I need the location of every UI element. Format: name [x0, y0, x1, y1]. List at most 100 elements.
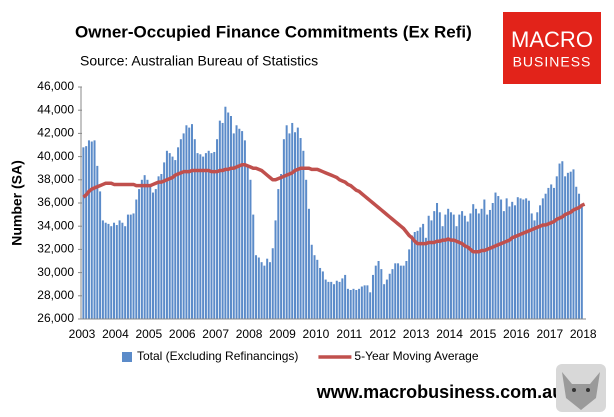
bar	[419, 227, 422, 319]
bar	[399, 265, 402, 319]
bar	[544, 193, 547, 319]
bar	[422, 223, 425, 319]
bar	[307, 208, 310, 319]
bar	[149, 185, 152, 319]
bar	[277, 189, 280, 319]
bar	[321, 271, 324, 319]
bar	[260, 262, 263, 319]
bar	[243, 140, 246, 319]
bar	[486, 214, 489, 319]
bar	[358, 288, 361, 319]
x-tick-label: 2018	[570, 327, 597, 341]
bar	[447, 208, 450, 319]
bar	[90, 141, 93, 319]
bar	[519, 198, 522, 319]
bar	[346, 288, 349, 319]
bar	[182, 133, 185, 319]
bar	[397, 263, 400, 319]
y-tick-label: 46,000	[37, 79, 74, 93]
bar	[578, 193, 581, 319]
bar	[190, 124, 193, 320]
bar	[229, 116, 232, 319]
bar	[547, 187, 550, 319]
bar	[374, 265, 377, 319]
bar	[330, 281, 333, 319]
bar	[146, 179, 149, 319]
footer: www.macrobusiness.com.au	[316, 382, 563, 402]
x-tick-label: 2010	[303, 327, 330, 341]
bar	[344, 274, 347, 319]
bar	[449, 212, 452, 319]
legend-label: Total (Excluding Refinancings)	[137, 349, 298, 363]
line	[82, 162, 586, 254]
bar	[477, 213, 480, 319]
legend-swatch	[122, 352, 132, 362]
bar	[302, 150, 305, 319]
bar	[566, 172, 569, 319]
bar	[218, 120, 221, 319]
x-tick-label: 2004	[102, 327, 129, 341]
y-tick-label: 32,000	[37, 242, 74, 256]
bar	[564, 176, 567, 319]
y-tick-label: 40,000	[37, 149, 74, 163]
bar	[461, 211, 464, 319]
bar	[561, 161, 564, 319]
bar	[202, 156, 205, 319]
bar	[324, 279, 327, 319]
bar	[491, 203, 494, 319]
logo-box	[503, 12, 601, 84]
y-axis-label: Number (SA)	[9, 160, 25, 246]
bar	[96, 165, 99, 319]
y-tick-label: 30,000	[37, 265, 74, 279]
bar	[143, 175, 146, 319]
bar	[497, 196, 500, 319]
bar	[405, 261, 408, 319]
bar	[410, 235, 413, 319]
bar	[104, 222, 107, 319]
bar	[383, 284, 386, 319]
bar	[196, 153, 199, 319]
bar	[257, 257, 260, 319]
bar	[93, 140, 96, 319]
bar	[87, 140, 90, 319]
bar	[483, 199, 486, 319]
bar	[550, 184, 553, 319]
bar	[199, 154, 202, 319]
bar	[402, 265, 405, 319]
bar	[252, 214, 255, 319]
bar	[213, 151, 216, 319]
bar	[413, 232, 416, 319]
bar	[280, 174, 283, 319]
bar	[110, 226, 113, 319]
bar	[441, 226, 444, 319]
bar	[285, 125, 288, 319]
bar	[282, 139, 285, 319]
bar	[349, 290, 352, 319]
bar	[255, 255, 258, 319]
bar	[227, 112, 230, 320]
bar	[113, 222, 116, 319]
bar	[385, 279, 388, 319]
bar	[249, 179, 252, 319]
bar	[174, 160, 177, 319]
x-tick-label: 2016	[503, 327, 530, 341]
logo-text: MACRO	[511, 27, 593, 52]
bar	[488, 209, 491, 319]
bar	[238, 128, 241, 319]
x-tick-label: 2014	[436, 327, 463, 341]
bar	[193, 139, 196, 319]
x-tick-label: 2005	[135, 327, 162, 341]
y-tick-label: 38,000	[37, 172, 74, 186]
x-tick-label: 2015	[470, 327, 497, 341]
bar	[408, 249, 411, 319]
bar	[165, 150, 168, 319]
bar	[433, 211, 436, 319]
legend-label: 5-Year Moving Average	[354, 349, 478, 363]
bar	[352, 288, 355, 319]
bar	[152, 192, 155, 319]
bar	[466, 221, 469, 319]
y-tick-label: 36,000	[37, 195, 74, 209]
bar	[363, 285, 366, 319]
